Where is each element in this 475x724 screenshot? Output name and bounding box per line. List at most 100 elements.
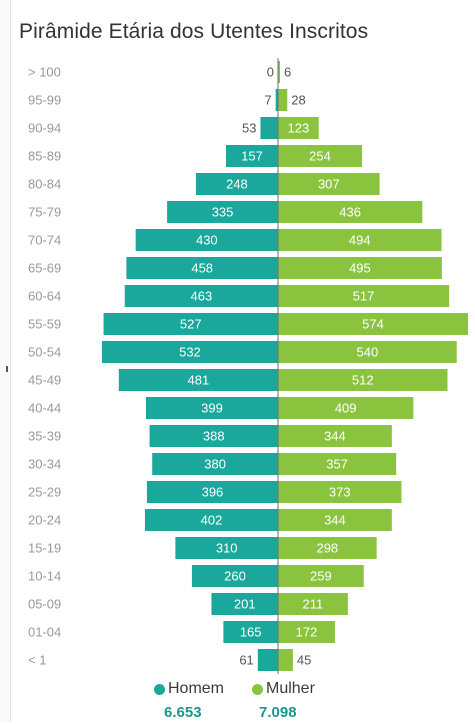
category-label-25-29: 25-29 bbox=[28, 485, 61, 500]
bar-homem-50-54 bbox=[101, 341, 278, 363]
bar-mulher-90-94 bbox=[278, 117, 319, 139]
bar-homem-65-69 bbox=[126, 257, 278, 279]
category-label-65-69: 65-69 bbox=[28, 261, 61, 276]
value-homem-30-34: 380 bbox=[204, 457, 226, 472]
bar-mulher-10-14 bbox=[278, 565, 364, 587]
total-homem: 6.653 bbox=[164, 704, 202, 721]
bar-mulher-05-09 bbox=[278, 593, 348, 615]
bar-homem-55-59 bbox=[103, 313, 278, 335]
bar-homem-85-89 bbox=[226, 145, 278, 167]
bar-mulher-65-69 bbox=[278, 257, 442, 279]
bar-homem-95-99 bbox=[275, 89, 278, 111]
legend-label-mulher: Mulher bbox=[266, 680, 315, 697]
category-label-100: > 100 bbox=[28, 65, 61, 80]
value-mulher-35-39: 344 bbox=[324, 429, 346, 444]
category-label-01-04: 01-04 bbox=[28, 625, 61, 640]
bar-homem-05-09 bbox=[211, 593, 278, 615]
value-homem-25-29: 396 bbox=[202, 485, 224, 500]
total-mulher: 7.098 bbox=[259, 704, 297, 721]
legend-item-mulher[interactable]: Mulher bbox=[252, 680, 315, 698]
bar-homem-90-94 bbox=[260, 117, 278, 139]
value-homem-65-69: 458 bbox=[191, 261, 213, 276]
value-mulher-20-24: 344 bbox=[324, 513, 346, 528]
bar-homem-15-19 bbox=[175, 537, 278, 559]
value-mulher-95-99: 28 bbox=[291, 93, 305, 108]
value-homem-01-04: 165 bbox=[240, 625, 262, 640]
value-homem-60-64: 463 bbox=[191, 289, 213, 304]
value-mulher-10-14: 259 bbox=[310, 569, 332, 584]
bar-mulher-100 bbox=[278, 61, 280, 83]
bar-homem-70-74 bbox=[135, 229, 278, 251]
value-homem-20-24: 402 bbox=[201, 513, 223, 528]
bar-mulher-20-24 bbox=[278, 509, 392, 531]
chart-title: Pirâmide Etária dos Utentes Inscritos bbox=[19, 20, 369, 43]
value-mulher-65-69: 495 bbox=[349, 261, 371, 276]
bar-homem-80-84 bbox=[195, 173, 278, 195]
category-label-1: < 1 bbox=[28, 653, 46, 668]
bar-mulher-25-29 bbox=[278, 481, 402, 503]
category-label-40-44: 40-44 bbox=[28, 401, 61, 416]
legend-dot-homem bbox=[154, 683, 165, 695]
population-pyramid-chart: > 100 0 6 95-99 7 28 90-94 53 123 85-89 157 254 80-8… bbox=[28, 58, 468, 674]
value-homem-40-44: 399 bbox=[201, 401, 223, 416]
value-mulher-90-94: 123 bbox=[288, 121, 310, 136]
bar-mulher-35-39 bbox=[278, 425, 392, 447]
value-mulher-50-54: 540 bbox=[357, 345, 379, 360]
bar-homem-40-44 bbox=[145, 397, 278, 419]
category-label-05-09: 05-09 bbox=[28, 597, 61, 612]
value-mulher-25-29: 373 bbox=[329, 485, 351, 500]
category-label-10-14: 10-14 bbox=[28, 569, 61, 584]
bar-mulher-45-49 bbox=[278, 369, 448, 391]
value-mulher-75-79: 436 bbox=[339, 205, 361, 220]
bar-homem-75-79 bbox=[167, 201, 278, 223]
value-homem-15-19: 310 bbox=[216, 541, 238, 556]
value-homem-45-49: 481 bbox=[188, 373, 210, 388]
bar-homem-1 bbox=[257, 649, 278, 671]
bar-homem-45-49 bbox=[118, 369, 279, 391]
value-homem-100: 0 bbox=[267, 65, 274, 80]
category-label-35-39: 35-39 bbox=[28, 429, 61, 444]
bar-mulher-40-44 bbox=[278, 397, 414, 419]
legend-label-homem: Homem bbox=[168, 680, 225, 697]
left-edge-strip bbox=[0, 0, 11, 722]
value-homem-05-09: 201 bbox=[234, 597, 256, 612]
bar-mulher-01-04 bbox=[278, 621, 335, 643]
legend-item-homem[interactable]: Homem bbox=[154, 680, 224, 698]
bar-mulher-50-54 bbox=[278, 341, 457, 363]
value-mulher-60-64: 517 bbox=[353, 289, 375, 304]
value-homem-85-89: 157 bbox=[241, 149, 263, 164]
category-label-70-74: 70-74 bbox=[28, 233, 61, 248]
value-mulher-1: 45 bbox=[297, 653, 311, 668]
legend: Homem Mulher bbox=[0, 680, 475, 702]
category-label-30-34: 30-34 bbox=[28, 457, 61, 472]
value-mulher-45-49: 512 bbox=[352, 373, 374, 388]
value-mulher-100: 6 bbox=[284, 65, 291, 80]
bar-homem-20-24 bbox=[144, 509, 278, 531]
category-label-45-49: 45-49 bbox=[28, 373, 61, 388]
bar-mulher-85-89 bbox=[278, 145, 363, 167]
value-homem-35-39: 388 bbox=[203, 429, 225, 444]
value-homem-55-59: 527 bbox=[180, 317, 202, 332]
bar-homem-35-39 bbox=[149, 425, 278, 447]
value-homem-90-94: 53 bbox=[242, 121, 256, 136]
value-mulher-01-04: 172 bbox=[296, 625, 318, 640]
category-label-60-64: 60-64 bbox=[28, 289, 61, 304]
resize-handle[interactable] bbox=[6, 366, 8, 372]
value-mulher-40-44: 409 bbox=[335, 401, 357, 416]
bar-mulher-15-19 bbox=[278, 537, 377, 559]
category-label-95-99: 95-99 bbox=[28, 93, 61, 108]
bar-mulher-55-59 bbox=[278, 313, 468, 335]
value-homem-50-54: 532 bbox=[179, 345, 201, 360]
category-label-15-19: 15-19 bbox=[28, 541, 61, 556]
bar-homem-25-29 bbox=[146, 481, 278, 503]
value-mulher-15-19: 298 bbox=[316, 541, 338, 556]
value-homem-1: 61 bbox=[239, 653, 253, 668]
bar-mulher-75-79 bbox=[278, 201, 423, 223]
value-mulher-30-34: 357 bbox=[326, 457, 348, 472]
bar-homem-01-04 bbox=[223, 621, 278, 643]
value-homem-70-74: 430 bbox=[196, 233, 218, 248]
bar-homem-10-14 bbox=[191, 565, 278, 587]
bar-homem-30-34 bbox=[152, 453, 278, 475]
category-label-90-94: 90-94 bbox=[28, 121, 61, 136]
category-label-20-24: 20-24 bbox=[28, 513, 61, 528]
